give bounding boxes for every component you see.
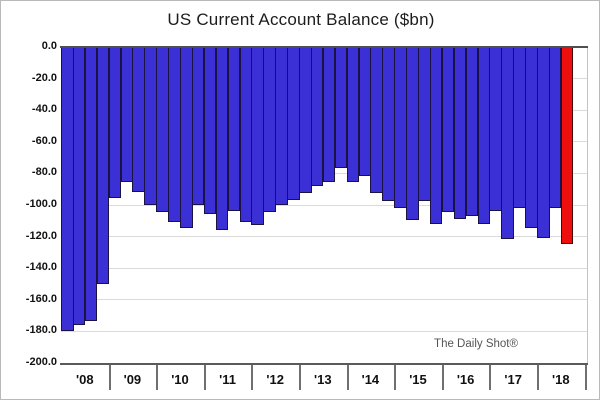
x-year-label: '18 (552, 371, 570, 387)
bar-11-q3 (227, 46, 241, 211)
zero-axis-line (60, 45, 588, 48)
y-tick-label: -160.0 (25, 292, 57, 305)
y-tick-label: -80.0 (31, 166, 57, 179)
x-year-label: '16 (456, 371, 475, 387)
bar-11-q4 (239, 46, 252, 222)
gridline (61, 299, 587, 301)
bar-17-q2 (501, 46, 514, 240)
x-tick-separator (489, 364, 492, 390)
x-tick-separator (441, 364, 444, 390)
bar-15-q1 (394, 46, 407, 208)
x-tick-separator (537, 364, 539, 390)
bar-16-q3 (465, 46, 479, 216)
bar-09-q1 (108, 46, 122, 199)
bar-12-q3 (275, 46, 288, 205)
x-year-label: '15 (409, 371, 427, 387)
gridline (61, 267, 587, 269)
bar-09-q2 (120, 46, 133, 183)
bar-14-q2 (358, 46, 371, 177)
bar-15-q4 (429, 46, 443, 224)
x-year-label: '14 (361, 371, 380, 387)
x-year-label: '13 (314, 371, 332, 387)
bar-17-q3 (513, 46, 526, 208)
gridline (61, 204, 587, 206)
bar-12-q4 (287, 46, 300, 200)
bar-16-q1 (441, 46, 455, 213)
bar-15-q2 (406, 46, 419, 221)
x-tick-separator (299, 364, 301, 390)
bar-18-q1 (537, 46, 550, 238)
y-tick-label: -20.0 (31, 71, 57, 84)
y-tick-label: -40.0 (31, 103, 57, 116)
x-tick-separator (584, 364, 587, 390)
bar-12-q2 (263, 46, 276, 213)
x-year-label: '17 (504, 371, 522, 387)
bar-14-q4 (382, 46, 395, 202)
x-year-label: '11 (219, 371, 237, 387)
x-tick-separator (156, 364, 159, 390)
bar-17-q4 (525, 46, 538, 229)
x-year-label: '12 (266, 371, 284, 387)
bar-14-q1 (346, 46, 360, 183)
y-tick-label: -60.0 (31, 134, 57, 147)
bar-10-q2 (168, 46, 181, 222)
bar-18-q2 (548, 46, 562, 208)
y-tick-label: -140.0 (25, 261, 57, 274)
bar-13-q1 (299, 46, 312, 194)
bar-08-q4 (96, 46, 110, 284)
bar-17-q1 (489, 46, 502, 211)
x-tick-separator (108, 364, 111, 390)
bar-09-q3 (132, 46, 145, 192)
y-tick-label: 0.0 (41, 40, 57, 52)
bar-15-q3 (418, 46, 431, 202)
bar-14-q3 (370, 46, 383, 194)
bar-12-q1 (251, 46, 264, 225)
x-year-label: '10 (171, 371, 189, 387)
gridline (61, 330, 587, 332)
watermark-daily-shot: The Daily Shot® (434, 338, 518, 350)
x-tick-separator (346, 364, 349, 390)
bar-13-q2 (310, 46, 324, 186)
bar-16-q4 (477, 46, 490, 224)
bar-09-q4 (144, 46, 157, 205)
x-tick-separator (394, 364, 397, 390)
chart-title: US Current Account Balance ($bn) (167, 10, 435, 29)
bar-10-q1 (156, 46, 169, 213)
bar-10-q4 (191, 46, 205, 205)
x-tick-separator (251, 364, 254, 390)
bar-11-q2 (215, 46, 229, 230)
x-year-label: '08 (76, 371, 94, 387)
y-tick-label: -180.0 (25, 324, 57, 337)
plot-right-border (587, 46, 588, 363)
bar-08-q3 (84, 46, 98, 322)
y-tick-label: -200.0 (25, 356, 57, 368)
y-tick-label: -100.0 (25, 198, 57, 210)
bar-08-q2 (72, 46, 86, 325)
x-axis-line (60, 362, 588, 365)
bar-11-q1 (203, 46, 217, 214)
bar-13-q4 (334, 46, 348, 169)
x-tick-separator (203, 364, 206, 390)
gridline (61, 236, 587, 238)
bar-08-q1 (61, 46, 74, 331)
bar-10-q3 (180, 46, 193, 229)
bar-13-q3 (322, 46, 336, 183)
bar-18-q3-highlight (560, 46, 574, 244)
x-year-label: '09 (123, 371, 142, 387)
y-tick-label: -120.0 (25, 229, 57, 242)
bar-16-q2 (453, 46, 467, 219)
